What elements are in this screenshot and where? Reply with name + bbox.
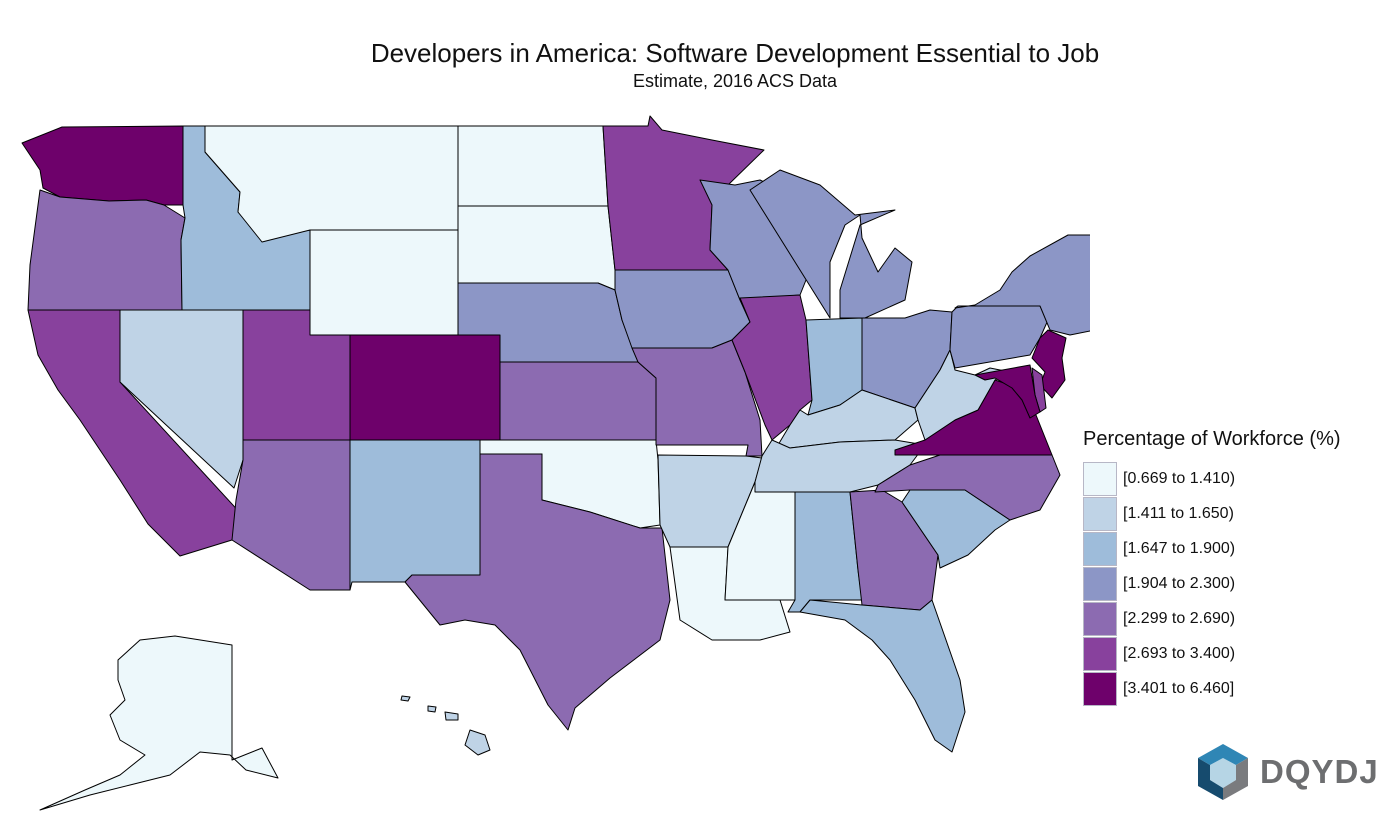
dqydj-logo: DQYDJ — [1196, 742, 1379, 802]
state-new-york — [954, 234, 1090, 336]
legend-swatch — [1083, 496, 1117, 531]
state-florida — [799, 599, 966, 753]
state-north-carolina — [874, 454, 1061, 521]
map-legend: Percentage of Workforce (%) [0.669 to 1.… — [1083, 428, 1341, 706]
state-alabama — [787, 491, 863, 613]
state-hawaii — [464, 729, 491, 756]
map-title: Developers in America: Software Developm… — [370, 38, 1100, 68]
logo-face-top — [1198, 744, 1248, 765]
legend-item: [1.904 to 2.300) — [1083, 566, 1341, 601]
legend-item: [3.401 to 6.460] — [1083, 671, 1341, 706]
state-missouri — [631, 339, 763, 457]
state-arizona — [231, 439, 351, 591]
logo-inner — [1210, 758, 1236, 788]
legend-label: [2.693 to 3.400) — [1123, 644, 1236, 662]
logo-face-right — [1223, 758, 1248, 800]
legend-label: [1.904 to 2.300) — [1123, 574, 1236, 592]
state-michigan — [749, 169, 913, 319]
legend-swatch — [1083, 461, 1117, 496]
logo-text: DQYDJ — [1260, 753, 1379, 790]
legend-item: [2.693 to 3.400) — [1083, 636, 1341, 671]
legend-swatch — [1083, 636, 1117, 671]
state-north-dakota — [457, 125, 609, 207]
us-choropleth-map — [21, 115, 1090, 811]
legend-swatch — [1083, 531, 1117, 566]
legend-title: Percentage of Workforce (%) — [1083, 428, 1341, 450]
state-alaska — [39, 635, 279, 811]
legend-label: [1.411 to 1.650) — [1123, 504, 1234, 522]
legend-swatch — [1083, 566, 1117, 601]
legend-swatch — [1083, 671, 1117, 706]
legend-swatch — [1083, 601, 1117, 636]
legend-item: [1.411 to 1.650) — [1083, 496, 1341, 531]
state-hawaii — [400, 695, 411, 702]
state-oregon — [27, 189, 186, 311]
legend-item: [0.669 to 1.410) — [1083, 461, 1341, 496]
legend-item: [2.299 to 2.690) — [1083, 601, 1341, 636]
state-hawaii — [427, 705, 437, 713]
legend-item: [1.647 to 1.900) — [1083, 531, 1341, 566]
state-texas — [404, 453, 671, 731]
state-colorado — [349, 334, 501, 441]
state-illinois — [731, 294, 813, 441]
state-kansas — [499, 361, 657, 441]
legend-label: [3.401 to 6.460] — [1123, 679, 1235, 697]
map-subtitle: Estimate, 2016 ACS Data — [632, 71, 838, 91]
state-wyoming — [309, 229, 459, 336]
state-new-jersey — [1031, 329, 1067, 399]
cube-logo-icon — [1198, 744, 1248, 800]
logo-face-left — [1198, 758, 1223, 800]
legend-label: [2.299 to 2.690) — [1123, 609, 1236, 627]
state-new-mexico — [349, 439, 481, 591]
legend-label: [0.669 to 1.410) — [1123, 469, 1236, 487]
state-south-dakota — [457, 205, 616, 291]
legend-label: [1.647 to 1.900) — [1123, 539, 1236, 557]
state-maryland — [974, 364, 1041, 419]
state-hawaii — [444, 711, 459, 721]
state-iowa — [614, 269, 751, 349]
